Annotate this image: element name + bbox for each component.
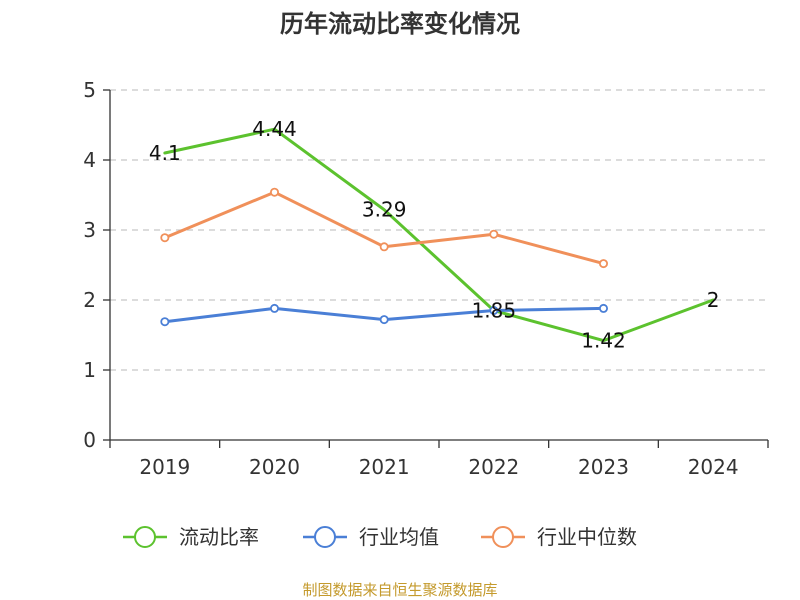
legend-label: 行业中位数 <box>537 525 637 549</box>
legend-item-0[interactable]: 流动比率 <box>123 525 259 549</box>
data-point-1-2022 <box>489 305 499 315</box>
y-tick-label: 0 <box>83 428 96 452</box>
data-label-2024: 2 <box>707 288 720 312</box>
data-labels: 4.1 4.44 3.29 1.85 1.42 2 <box>149 117 720 352</box>
y-tick-label: 1 <box>83 358 96 382</box>
data-label-2019: 4.1 <box>149 141 181 165</box>
data-point-1-2020 <box>269 303 279 313</box>
axes: 0 1 2 3 4 5 2019 2020 2021 2022 2023 2024 <box>83 78 769 479</box>
series-line-0 <box>163 127 715 343</box>
legend-item-2[interactable]: 行业中位数 <box>481 525 637 549</box>
data-point-1-2023 <box>599 303 609 313</box>
x-tick-label-2023: 2023 <box>578 455 629 479</box>
legend-label: 行业均值 <box>359 525 439 549</box>
y-tick-label: 2 <box>83 288 96 312</box>
y-tick-label: 3 <box>83 218 96 242</box>
data-point-2-2019 <box>160 233 170 243</box>
data-point-2-2022 <box>489 229 499 239</box>
x-tick-label-2022: 2022 <box>468 455 519 479</box>
x-tick-label-2024: 2024 <box>688 455 739 479</box>
data-label-2023: 1.42 <box>581 329 626 353</box>
data-point-1-2021 <box>379 315 389 325</box>
data-point-2-2023 <box>599 259 609 269</box>
data-point-2-2020 <box>269 187 279 197</box>
series-lines <box>160 127 715 343</box>
x-tick-label-2019: 2019 <box>139 455 190 479</box>
chart-title: 历年流动比率变化情况 <box>280 10 520 38</box>
data-label-2020: 4.44 <box>252 117 297 141</box>
x-tick-label-2021: 2021 <box>359 455 410 479</box>
x-tick-label-2020: 2020 <box>249 455 300 479</box>
legend-marker <box>314 526 336 548</box>
data-point-1-2019 <box>160 317 170 327</box>
y-tick-label: 5 <box>83 78 96 102</box>
data-point-2-2021 <box>379 242 389 252</box>
y-tick-label: 4 <box>83 148 96 172</box>
source-note: 制图数据来自恒生聚源数据库 <box>302 581 498 599</box>
data-label-2022: 1.85 <box>472 299 517 323</box>
legend-label: 流动比率 <box>179 525 259 549</box>
legend-item-1[interactable]: 行业均值 <box>303 525 439 549</box>
data-label-2021: 3.29 <box>362 198 407 222</box>
legend-marker <box>492 526 514 548</box>
legend[interactable]: 流动比率 行业均值 行业中位数 <box>123 525 637 549</box>
legend-marker <box>134 526 156 548</box>
grid-lines <box>110 89 768 371</box>
